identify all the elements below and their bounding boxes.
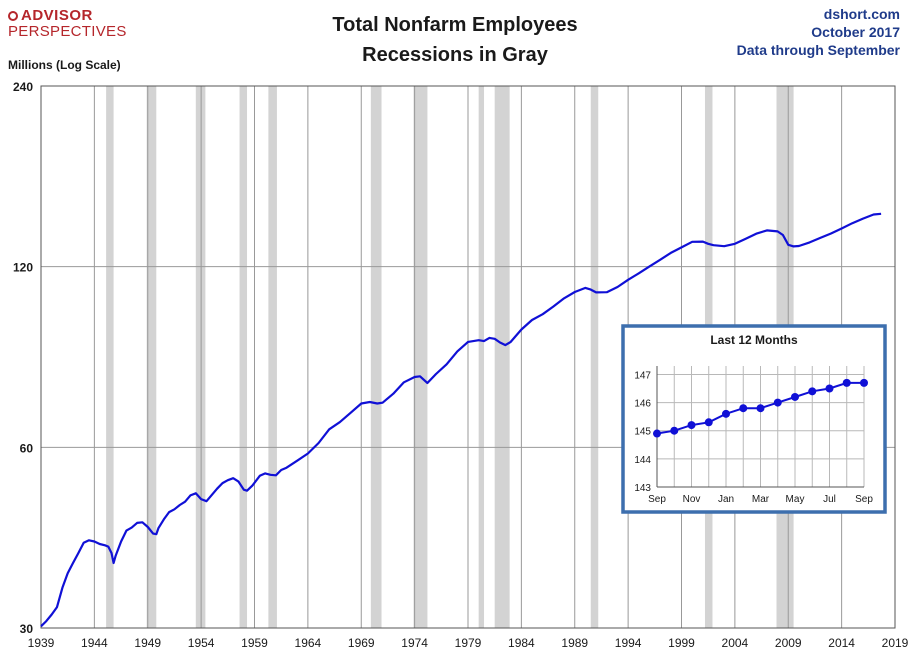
inset-point	[670, 426, 679, 435]
y-tick-label: 240	[13, 80, 33, 94]
inset-title: Last 12 Months	[710, 333, 798, 347]
compass-icon	[8, 11, 18, 21]
y-tick-labels: 30 60 120 240	[13, 80, 33, 636]
inset-x-tick-label: Sep	[648, 494, 666, 505]
recession-band-4	[239, 86, 248, 628]
inset-points	[653, 378, 868, 438]
recession-band-5	[268, 86, 277, 628]
x-tick-label: 2014	[828, 636, 855, 650]
y-tick-label: 60	[20, 441, 34, 455]
x-tick-label: 1974	[401, 636, 428, 650]
chart-title: Total Nonfarm Employees	[332, 14, 578, 36]
recession-band-1	[106, 86, 114, 628]
logo-line1: ADVISOR	[21, 7, 93, 24]
x-tick-label: 1964	[295, 636, 322, 650]
inset-chart-last-12-months: Sep Nov Jan Mar May Jul Sep 143 144 145 146 147	[621, 324, 887, 514]
recession-band-6	[370, 86, 382, 628]
x-tick-label: 2009	[775, 636, 802, 650]
inset-point	[791, 392, 799, 401]
inset-x-tick-label: Mar	[752, 494, 770, 505]
series-line-total-nonfarm	[40, 212, 882, 628]
inset-point	[825, 384, 834, 393]
chart-subtitle: Recessions in Gray	[362, 44, 548, 66]
x-tick-label: 1959	[241, 636, 268, 650]
y-tick-label: 120	[13, 261, 33, 275]
inset-point	[739, 404, 748, 413]
inset-x-tick-label: May	[786, 494, 805, 505]
inset-y-tick-label: 146	[634, 399, 651, 410]
recession-band-2	[146, 86, 157, 628]
x-tick-label: 1979	[455, 636, 482, 650]
inset-frame	[621, 324, 887, 514]
x-tick-label: 2004	[722, 636, 749, 650]
inset-x-tick-labels: Sep Nov Jan Mar May Jul Sep	[648, 494, 873, 505]
inset-x-tick-label: Sep	[855, 494, 873, 505]
recession-band-10	[590, 86, 599, 628]
x-tick-label: 1949	[134, 636, 161, 650]
recession-band-7	[413, 86, 428, 628]
inset-y-tick-label: 145	[634, 427, 651, 438]
inset-point	[842, 378, 851, 387]
x-tick-label: 1984	[508, 636, 535, 650]
x-tick-label: 1994	[615, 636, 642, 650]
x-tick-label: 1989	[561, 636, 588, 650]
x-tick-labels: 1939 1944 1949 1954 1959 1964 1969 1974 1979 1984…	[28, 636, 909, 650]
x-tick-label: 1939	[28, 636, 55, 650]
inset-point	[808, 387, 817, 396]
inset-x-tick-label: Jan	[718, 494, 734, 505]
inset-y-tick-labels: 143 144 145 146 147	[634, 370, 651, 494]
inset-grid	[656, 366, 865, 488]
inset-point	[773, 398, 782, 407]
recession-band-8	[478, 86, 485, 628]
advisor-perspectives-logo: ADVISOR PERSPECTIVES	[8, 8, 127, 39]
plot-frame	[40, 85, 896, 629]
y-axis-label: Millions (Log Scale)	[8, 58, 121, 72]
x-tick-label: 2019	[882, 636, 909, 650]
main-grid	[41, 86, 895, 628]
recession-band-9	[494, 86, 510, 628]
recession-band-3	[195, 86, 206, 628]
inset-point	[687, 421, 696, 430]
y-tick-label: 30	[20, 622, 34, 636]
x-tick-label: 1954	[188, 636, 215, 650]
source-site: dshort.com	[823, 6, 900, 22]
x-tick-label: 1944	[81, 636, 108, 650]
logo-line2: PERSPECTIVES	[8, 23, 127, 40]
inset-x-tick-label: Nov	[683, 494, 701, 505]
inset-point	[860, 378, 868, 387]
inset-x-tick-label: Jul	[823, 494, 836, 505]
x-tick-label: 1999	[668, 636, 695, 650]
inset-point	[756, 404, 765, 413]
inset-y-tick-label: 143	[634, 483, 651, 494]
x-tick-label: 1969	[348, 636, 375, 650]
inset-point	[653, 429, 661, 438]
data-note: Data through September	[736, 42, 900, 58]
inset-y-tick-label: 144	[634, 455, 651, 466]
inset-point	[704, 418, 713, 427]
inset-y-tick-label: 147	[634, 370, 651, 381]
inset-point	[722, 409, 730, 418]
publish-date: October 2017	[811, 24, 900, 40]
